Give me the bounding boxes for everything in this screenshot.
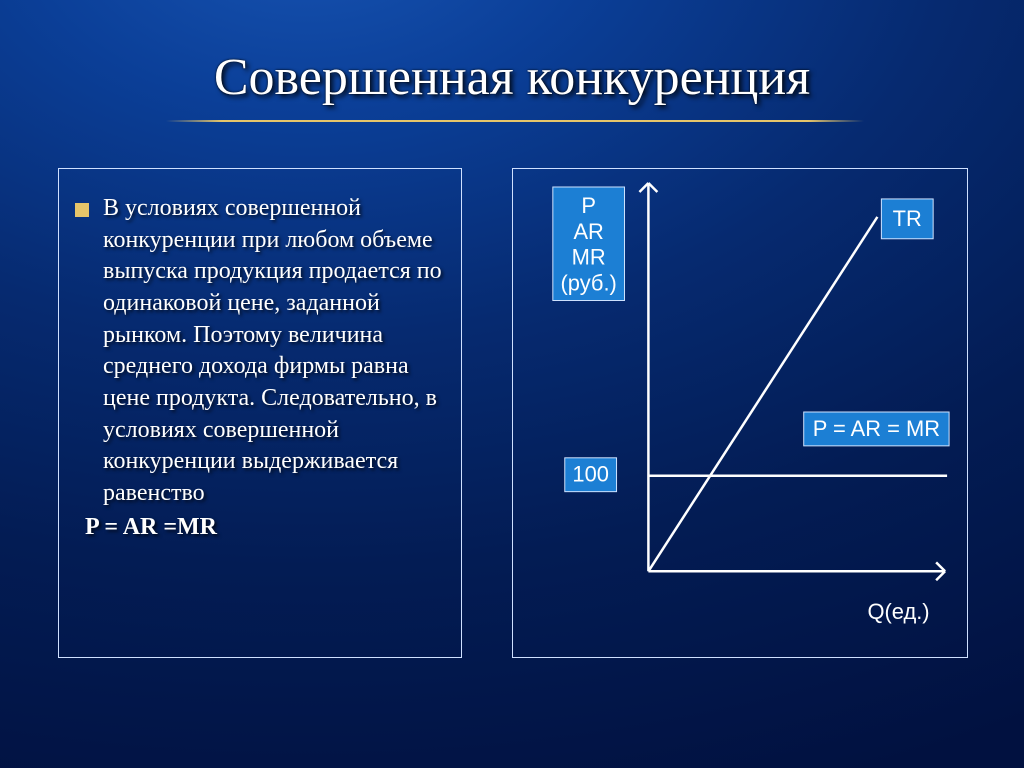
chart-panel: P AR MR (руб.) 100 TR P = AR = MR Q(ед: [512, 168, 968, 658]
yaxis-line2: AR: [573, 219, 603, 244]
yaxis-line4: (руб.): [561, 271, 617, 296]
eq-text: P = AR = MR: [813, 416, 940, 441]
x-axis-label: Q(ед.): [867, 599, 929, 624]
tr-text: TR: [893, 206, 922, 231]
bullet-icon: [75, 203, 89, 217]
chart-svg: P AR MR (руб.) 100 TR P = AR = MR Q(ед: [513, 169, 967, 657]
body-run: В условиях совершенной конкуренции при л…: [103, 195, 442, 506]
body-paragraph: В условиях совершенной конкуренции при л…: [103, 193, 443, 543]
y-tick-chip: 100: [565, 458, 617, 492]
axes: [639, 183, 945, 580]
line-tr: [648, 217, 877, 571]
body-formula: P = AR =MR: [85, 512, 443, 544]
slide: Совершенная конкуренция В условиях совер…: [0, 0, 1024, 768]
slide-title: Совершенная конкуренция: [0, 48, 1024, 107]
tr-chip: TR: [881, 199, 933, 239]
y-tick-text: 100: [572, 462, 609, 487]
left-text-panel: В условиях совершенной конкуренции при л…: [58, 168, 462, 658]
y-axis-label-chip: P AR MR (руб.): [553, 187, 625, 301]
yaxis-line1: P: [581, 193, 596, 218]
title-underline: [166, 120, 864, 122]
yaxis-line3: MR: [572, 245, 606, 270]
eq-chip: P = AR = MR: [804, 412, 949, 446]
